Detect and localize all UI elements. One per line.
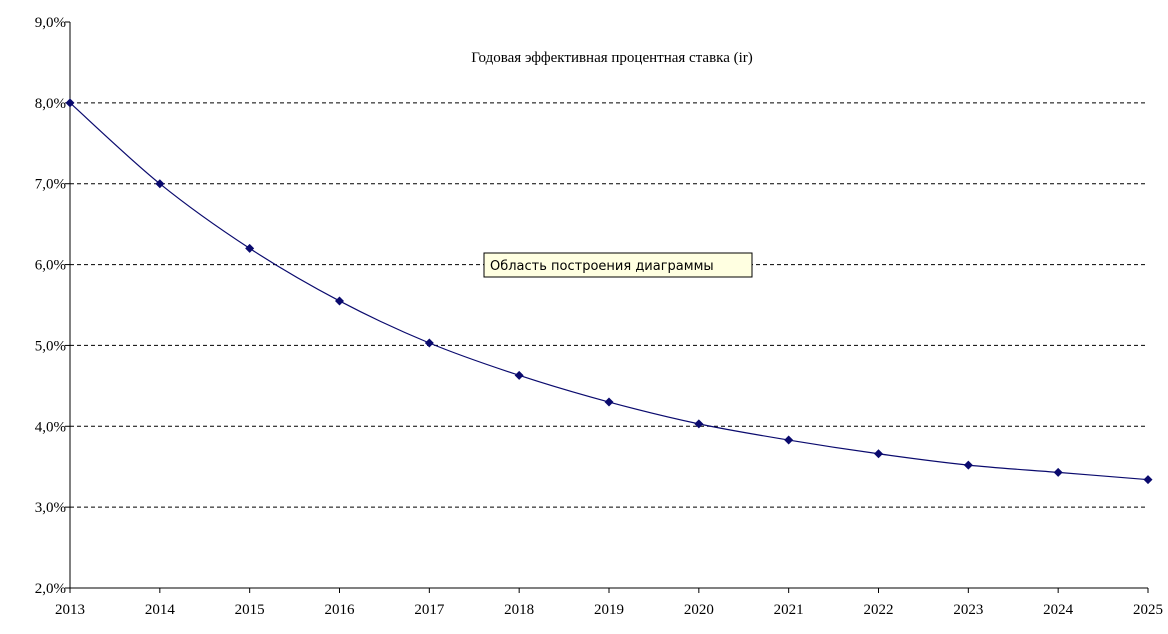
x-tick-label: 2015 bbox=[235, 602, 265, 618]
data-point-marker bbox=[1143, 475, 1153, 485]
data-point-marker bbox=[155, 179, 165, 189]
data-point-marker bbox=[65, 98, 75, 108]
y-tick-label: 5,0% bbox=[35, 338, 66, 354]
y-tick-labels: 2,0% 3,0% 4,0% 5,0% 6,0% 7,0% 8,0% 9,0% bbox=[35, 15, 66, 597]
data-point-marker bbox=[514, 370, 524, 380]
x-tick-label: 2013 bbox=[55, 602, 85, 618]
y-tick-label: 9,0% bbox=[35, 15, 66, 31]
x-tick-label: 2022 bbox=[864, 602, 894, 618]
x-tick-labels: 2013 2014 2015 2016 2017 2018 2019 2020 2021 2022… bbox=[55, 602, 1163, 618]
x-tick-label: 2023 bbox=[953, 602, 983, 618]
x-tick-label: 2017 bbox=[414, 602, 445, 618]
data-point-marker bbox=[694, 419, 704, 429]
x-tick-label: 2025 bbox=[1133, 602, 1163, 618]
series-line bbox=[69, 102, 1149, 481]
data-point-marker bbox=[1053, 467, 1063, 477]
chart-title: Годовая эффективная процентная ставка (i… bbox=[471, 50, 753, 66]
data-point-marker bbox=[874, 449, 883, 459]
grid bbox=[70, 102, 1148, 508]
axes bbox=[65, 21, 1149, 593]
markers bbox=[65, 98, 1153, 485]
y-tick-label: 4,0% bbox=[35, 419, 66, 435]
x-tick-label: 2018 bbox=[504, 602, 534, 618]
y-tick-label: 8,0% bbox=[35, 96, 66, 112]
x-tick-label: 2019 bbox=[594, 602, 624, 618]
y-tick-label: 7,0% bbox=[35, 177, 66, 193]
x-tick-label: 2020 bbox=[684, 602, 714, 618]
x-tick-label: 2014 bbox=[145, 602, 176, 618]
y-tick-label: 2,0% bbox=[35, 581, 66, 597]
x-tick-label: 2016 bbox=[325, 602, 356, 618]
data-point-marker bbox=[424, 338, 434, 348]
data-point-marker bbox=[784, 435, 794, 445]
plot-area-tooltip: Область построения диаграммы bbox=[483, 252, 753, 278]
y-tick-label: 3,0% bbox=[35, 500, 66, 516]
tooltip-text: Область построения диаграммы bbox=[490, 259, 714, 274]
tooltip-box bbox=[483, 252, 753, 278]
data-point-marker bbox=[245, 243, 255, 253]
data-point-marker bbox=[604, 397, 614, 407]
y-tick-label: 6,0% bbox=[35, 258, 66, 274]
data-point-marker bbox=[963, 460, 973, 470]
x-tick-label: 2024 bbox=[1043, 602, 1074, 618]
data-point-marker bbox=[335, 296, 344, 306]
x-tick-label: 2021 bbox=[774, 602, 804, 618]
